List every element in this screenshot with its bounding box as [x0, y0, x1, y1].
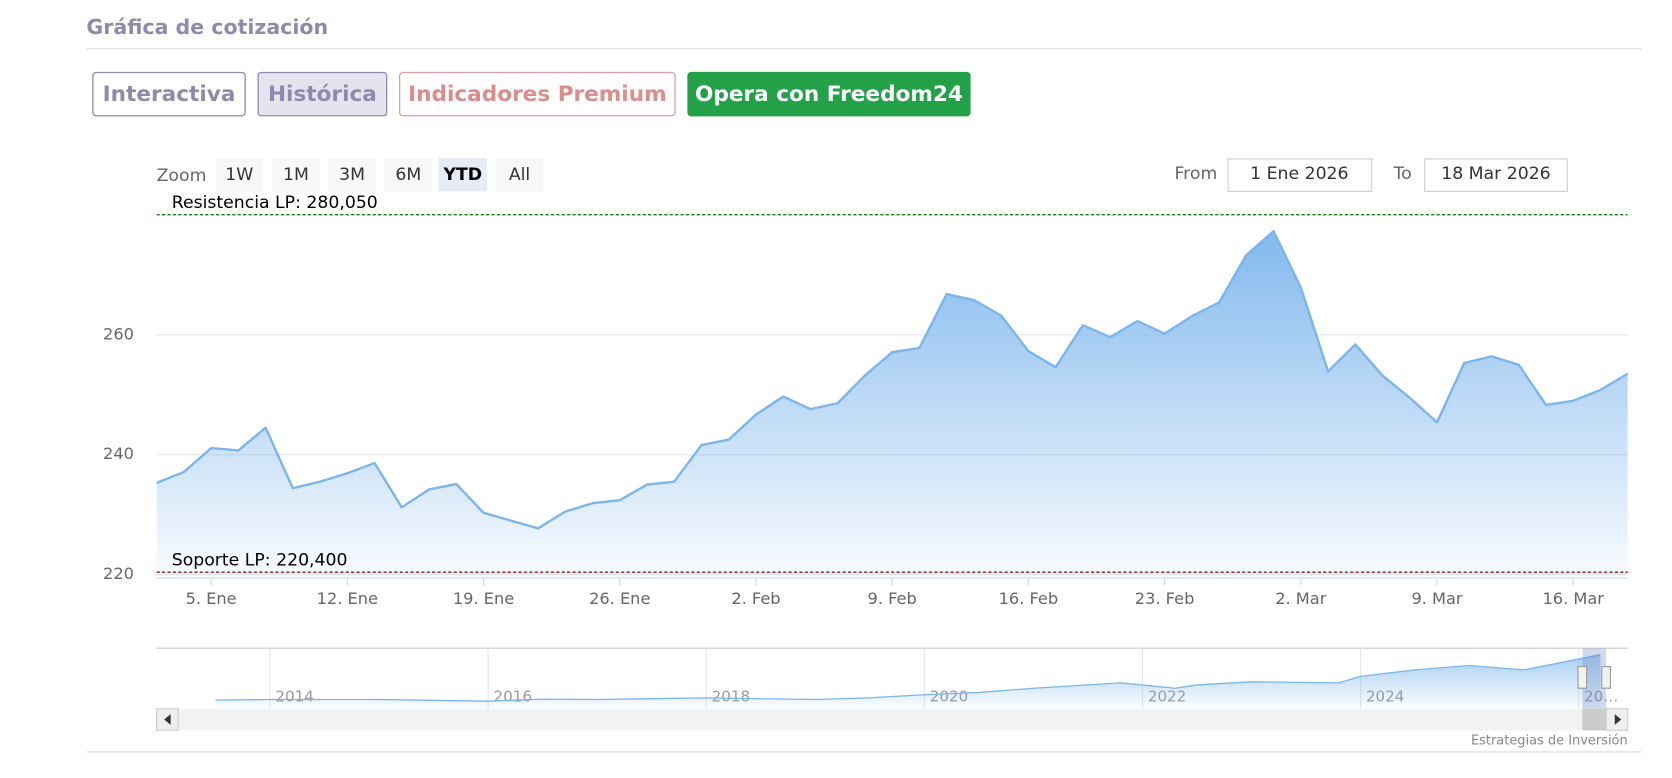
tab-button[interactable] — [92, 71, 246, 117]
tab-button[interactable] — [257, 71, 388, 117]
x-tick-label: 23. Feb — [1135, 589, 1195, 608]
navigator-selection — [1582, 648, 1607, 709]
from-label: From — [1174, 164, 1217, 184]
x-tick-label: 26. Ene — [589, 589, 650, 608]
price-line — [156, 229, 1629, 530]
zoom-button-label[interactable]: 3M — [339, 165, 365, 185]
zoom-label: Zoom — [157, 166, 207, 186]
zoom-button[interactable] — [438, 157, 488, 192]
zoom-button-label[interactable]: 1W — [225, 165, 253, 185]
x-tick-label: 9. Feb — [868, 589, 917, 608]
price-area — [156, 231, 1628, 577]
x-tick-label: 5. Ene — [186, 589, 237, 608]
navigator-handle[interactable] — [1577, 666, 1588, 689]
scrollbar-thumb[interactable] — [1582, 708, 1607, 731]
zoom-button-label[interactable]: 6M — [395, 165, 421, 185]
to-label: To — [1393, 164, 1412, 184]
plot-line-label: Resistencia LP: 280,050 — [172, 193, 378, 213]
zoom-button-label[interactable]: 1M — [283, 165, 309, 185]
x-tick-label: 19. Ene — [453, 589, 514, 608]
y-tick-label: 240 — [103, 444, 134, 463]
scrollbar-left-arrow — [164, 714, 171, 725]
to-input[interactable] — [1424, 158, 1568, 192]
x-tick-label: 2. Feb — [731, 589, 780, 608]
zoom-button[interactable] — [328, 157, 376, 192]
chart: 220 240 260 5. Ene 12. Ene 19. Ene 26. Ene 2. F… — [103, 193, 1629, 731]
section-title: Gráfica de cotización — [86, 15, 328, 39]
x-tick-label: 16. Feb — [999, 589, 1059, 608]
zoom-button[interactable] — [216, 157, 263, 192]
from-input[interactable] — [1227, 158, 1373, 192]
zoom-button-label[interactable]: YTD — [443, 165, 483, 185]
zoom-button[interactable] — [384, 157, 433, 192]
y-tick-label: 260 — [103, 324, 134, 343]
plot-line-label: Soporte LP: 220,400 — [172, 550, 348, 570]
y-tick-label: 220 — [103, 564, 134, 583]
zoom-button[interactable] — [495, 157, 544, 192]
tab-button-label[interactable]: Opera con Freedom24 — [695, 82, 963, 107]
tab-button-label[interactable]: Indicadores Premium — [408, 82, 667, 107]
x-tick-label: 9. Mar — [1411, 589, 1462, 608]
tab-button[interactable] — [687, 71, 971, 117]
x-tick-label: 12. Ene — [317, 589, 378, 608]
tab-button-label[interactable]: Histórica — [268, 82, 377, 107]
controls: Interactiva Histórica Indicadores Premium O… — [92, 71, 1568, 192]
navigator-handle[interactable] — [1601, 666, 1611, 689]
zoom-button[interactable] — [272, 157, 320, 192]
navigator-line — [215, 654, 1601, 702]
scrollbar-track — [156, 708, 1628, 731]
tab-button-label[interactable]: Interactiva — [103, 82, 236, 107]
from-value[interactable]: 1 Ene 2026 — [1250, 164, 1348, 184]
x-tick-label: 2. Mar — [1275, 589, 1326, 608]
credits: Estrategias de Inversión — [1471, 734, 1628, 749]
navigator-area — [215, 654, 1601, 709]
tab-button[interactable] — [398, 71, 676, 117]
x-tick-label: 16. Mar — [1543, 589, 1605, 608]
to-value[interactable]: 18 Mar 2026 — [1441, 164, 1550, 184]
zoom-button-label[interactable]: All — [509, 165, 530, 185]
scrollbar-right-arrow — [1614, 714, 1622, 725]
